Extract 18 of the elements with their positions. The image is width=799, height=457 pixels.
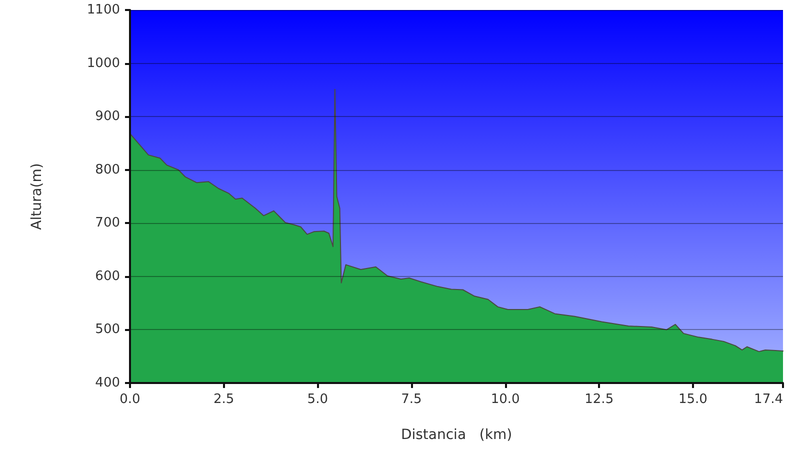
y-axis-title: Altura(m) xyxy=(29,163,45,230)
x-tick-label: 5.0 xyxy=(307,392,328,407)
x-axis-title: Distancia (km) xyxy=(400,427,512,443)
x-tick-label: 2.5 xyxy=(213,392,234,407)
y-tick-label: 700 xyxy=(95,216,120,231)
x-tick-label: 12.5 xyxy=(584,392,614,407)
y-tick-label: 600 xyxy=(95,268,120,284)
y-tick-label: 1000 xyxy=(86,56,120,71)
x-tick-label: 0.0 xyxy=(120,392,140,407)
y-tick-label: 400 xyxy=(95,376,120,390)
x-tick-label: 7.5 xyxy=(401,392,422,407)
x-tick-label: 17.4 xyxy=(754,392,783,407)
x-tick-label: 15.0 xyxy=(678,392,708,407)
y-tick-label: 1100 xyxy=(86,2,120,18)
y-tick-label: 500 xyxy=(95,322,120,338)
x-tick-label: 10.0 xyxy=(490,392,520,407)
y-tick-label: 800 xyxy=(95,162,120,178)
y-tick-label: 900 xyxy=(95,109,120,124)
